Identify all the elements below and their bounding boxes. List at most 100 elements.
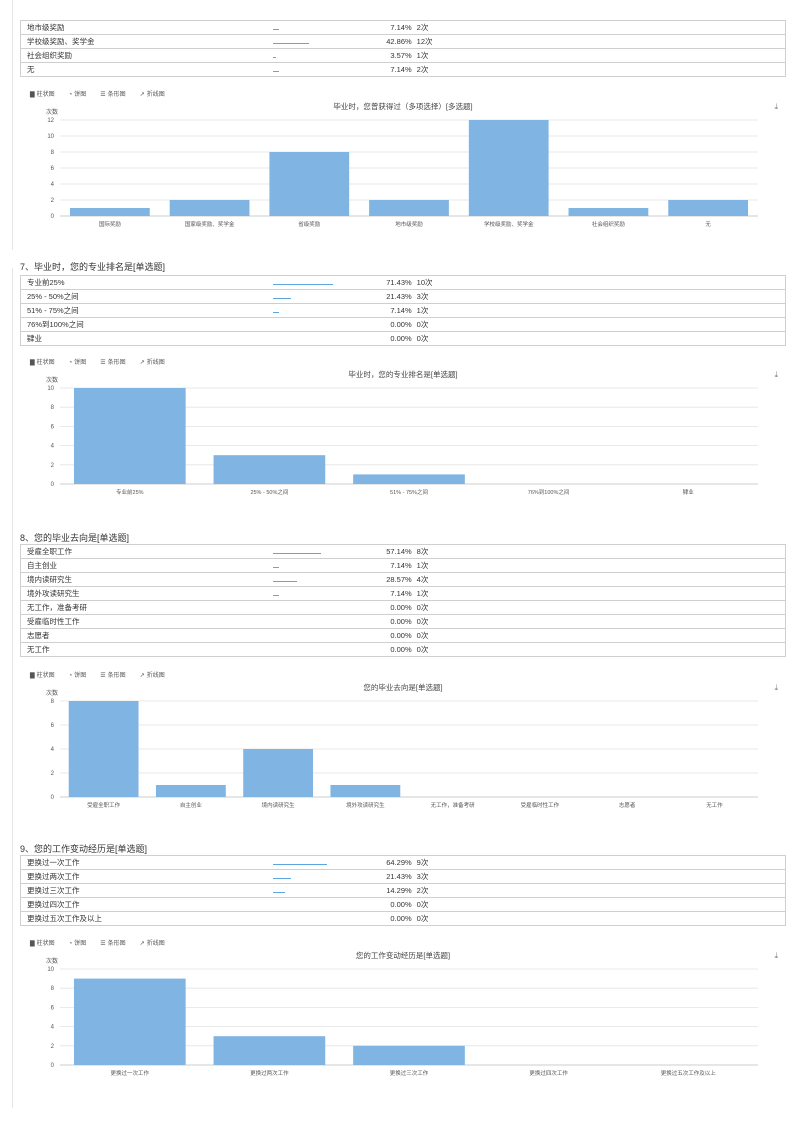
table-row: 无 7.14% 2次 — [20, 62, 786, 77]
option-percent: 7.14% — [330, 20, 414, 35]
download-icon[interactable]: ⤓ — [774, 951, 778, 960]
option-progress — [269, 642, 331, 657]
y-tick-label: 2 — [51, 198, 55, 204]
y-tick-label: 0 — [51, 214, 55, 220]
chart-bar[interactable] — [73, 388, 186, 484]
line-chart-tab[interactable]: ↗ 折线图 — [140, 670, 165, 679]
chart-bar[interactable] — [213, 1036, 326, 1065]
chart-svg: 您的毕业去向是[单选题] ⤓ 次数 0 2 4 6 8 受雇全职工作 自主创业 境内读研究生 境外攻读… — [46, 682, 778, 809]
chart-bar[interactable] — [269, 152, 350, 216]
option-percent: 57.14% — [330, 544, 414, 559]
table-row: 自主创业 7.14% 1次 — [20, 558, 786, 573]
progress-fill — [273, 553, 322, 554]
option-label: 受雇全职工作 — [20, 544, 270, 559]
chart-bar[interactable] — [468, 120, 549, 216]
option-count: 4次 — [413, 572, 786, 587]
download-icon[interactable]: ⤓ — [774, 683, 778, 692]
download-icon[interactable]: ⤓ — [774, 370, 778, 379]
chart-title: 毕业时，您的专业排名是[单选题] — [348, 369, 457, 379]
option-count: 0次 — [413, 642, 786, 657]
line-chart-icon: ↗ — [139, 673, 145, 679]
toolbar-label: 折线图 — [146, 92, 165, 98]
bar-chart-tab[interactable]: ▇ 柱状图 — [30, 670, 55, 679]
option-progress — [269, 572, 331, 587]
y-tick-label: 10 — [47, 967, 54, 973]
hbar-chart-tab[interactable]: ☰ 条形图 — [100, 938, 125, 947]
table-row: 更换过四次工作 0.00% 0次 — [20, 897, 786, 912]
option-progress — [269, 317, 331, 332]
download-icon[interactable]: ⤓ — [774, 102, 778, 111]
option-progress — [269, 303, 331, 318]
x-tick-label: 学校级奖励、奖学金 — [484, 220, 534, 228]
bar-chart-tab[interactable]: ▇ 柱状图 — [30, 938, 55, 947]
x-tick-label: 志愿者 — [619, 801, 636, 809]
option-percent: 7.14% — [330, 586, 414, 601]
pie-chart-tab[interactable]: ◔ 饼图 — [69, 670, 87, 679]
progress-fill — [273, 71, 280, 72]
x-tick-label: 专业前25% — [116, 488, 144, 496]
option-count: 0次 — [413, 331, 786, 346]
chart-bar[interactable] — [568, 208, 649, 216]
hbar-chart-tab[interactable]: ☰ 条形图 — [100, 89, 125, 98]
table-row: 肄业 0.00% 0次 — [20, 331, 786, 346]
bar-chart-tab[interactable]: ▇ 柱状图 — [30, 89, 55, 98]
chart-bar[interactable] — [68, 701, 139, 797]
line-chart-icon: ↗ — [139, 360, 145, 366]
table-row: 地市级奖励 7.14% 2次 — [20, 20, 786, 35]
chart-bar[interactable] — [330, 785, 401, 797]
pie-chart-tab[interactable]: ◔ 饼图 — [69, 357, 87, 366]
table-row: 更换过两次工作 21.43% 3次 — [20, 869, 786, 884]
option-count: 0次 — [413, 911, 786, 926]
q7-question-title: 7、毕业时，您的专业排名是[单选题] — [20, 262, 166, 272]
line-chart-tab[interactable]: ↗ 折线图 — [140, 89, 165, 98]
option-label: 25% - 50%之间 — [20, 289, 270, 304]
line-chart-tab[interactable]: ↗ 折线图 — [140, 938, 165, 947]
table-row: 76%到100%之间 0.00% 0次 — [20, 317, 786, 332]
pie-chart-tab[interactable]: ◔ 饼图 — [69, 938, 87, 947]
y-tick-label: 6 — [51, 723, 55, 729]
q9-chart-toolbar: ▇ 柱状图 ◔ 饼图 ☰ 条形图 ↗ 折线图 — [30, 938, 165, 947]
x-tick-label: 国际奖励 — [99, 220, 122, 228]
y-tick-label: 4 — [51, 444, 55, 450]
table-row: 无工作，准备考研 0.00% 0次 — [20, 600, 786, 615]
option-progress — [269, 62, 331, 77]
chart-bar[interactable] — [169, 200, 250, 216]
option-percent: 64.29% — [330, 855, 414, 870]
option-count: 0次 — [413, 317, 786, 332]
chart-bar[interactable] — [353, 474, 465, 484]
chart-bar[interactable] — [73, 978, 186, 1065]
table-row: 受雇临时性工作 0.00% 0次 — [20, 614, 786, 629]
bar-chart-icon: ▇ — [30, 360, 35, 366]
chart-bar[interactable] — [69, 208, 150, 216]
option-progress — [269, 34, 331, 49]
y-tick-label: 2 — [51, 771, 55, 777]
toolbar-label: 折线图 — [146, 673, 165, 679]
chart-bar[interactable] — [155, 785, 226, 797]
toolbar-label: 柱状图 — [36, 941, 55, 947]
hbar-chart-icon: ☰ — [100, 360, 106, 366]
hbar-chart-tab[interactable]: ☰ 条形图 — [100, 670, 125, 679]
option-progress — [269, 628, 331, 643]
hbar-chart-tab[interactable]: ☰ 条形图 — [100, 357, 125, 366]
chart-bar[interactable] — [668, 200, 749, 216]
table-row: 受雇全职工作 57.14% 8次 — [20, 544, 786, 559]
table-row: 境外攻读研究生 7.14% 1次 — [20, 586, 786, 601]
chart-bar[interactable] — [213, 455, 326, 484]
chart-bar[interactable] — [243, 749, 314, 797]
toolbar-label: 柱状图 — [36, 92, 55, 98]
chart-bar[interactable] — [369, 200, 449, 216]
q8-chart-toolbar: ▇ 柱状图 ◔ 饼图 ☰ 条形图 ↗ 折线图 — [30, 670, 165, 679]
pie-chart-icon: ◔ — [68, 360, 73, 366]
option-progress — [269, 911, 331, 926]
pie-chart-tab[interactable]: ◔ 饼图 — [69, 89, 87, 98]
chart-bar[interactable] — [353, 1045, 465, 1065]
option-progress — [269, 275, 334, 290]
line-chart-tab[interactable]: ↗ 折线图 — [140, 357, 165, 366]
x-tick-label: 境内读研究生 — [262, 801, 296, 809]
bar-chart-tab[interactable]: ▇ 柱状图 — [30, 357, 55, 366]
q7-bar-chart: 毕业时，您的专业排名是[单选题] ⤓ 次数 0 2 4 6 8 10 专业前25% 25% - 50… — [20, 366, 786, 506]
chart-svg: 您的工作变动经历是[单选题] ⤓ 次数 0 2 4 6 8 10 更换过一次工作 更换过两次工作 更换… — [46, 950, 778, 1077]
option-count: 12次 — [413, 34, 786, 49]
pie-chart-icon: ◔ — [68, 673, 73, 679]
q7-chart-toolbar: ▇ 柱状图 ◔ 饼图 ☰ 条形图 ↗ 折线图 — [30, 357, 165, 366]
